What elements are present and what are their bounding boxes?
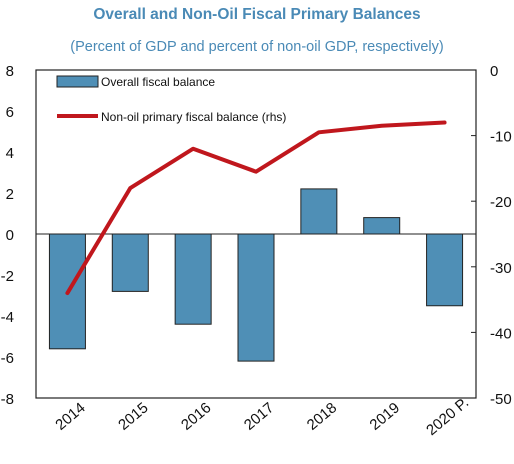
legend: Overall fiscal balance Non-oil primary f… (56, 75, 286, 124)
left-tick-label: -4 (1, 309, 14, 326)
bar-2018 (300, 188, 338, 235)
right-tick-label: -50 (490, 391, 512, 408)
left-tick-label: -2 (1, 268, 14, 285)
bar-2016 (174, 233, 212, 325)
left-tick-label: 6 (6, 104, 14, 121)
left-tick-label: 8 (6, 63, 14, 80)
bar-series (48, 188, 464, 362)
x-tick-label: 2020 P. (423, 394, 472, 439)
bar-2017 (237, 233, 275, 362)
x-tick-label: 2019 (367, 399, 403, 433)
bar-2015 (111, 233, 149, 292)
x-tick-label: 2015 (115, 399, 151, 433)
x-tick-label: 2016 (178, 399, 214, 433)
left-axis: 8 6 4 2 0 -2 -4 -6 -8 (1, 63, 14, 408)
left-tick-label: 4 (6, 145, 14, 162)
x-axis: 2014 2015 2016 2017 2018 2019 2020 P. (52, 394, 472, 439)
right-tick-label: 0 (490, 63, 498, 80)
right-tick-label: -30 (490, 260, 512, 277)
left-tick-label: 2 (6, 186, 14, 203)
line-series (65, 120, 447, 296)
x-tick-label: 2018 (304, 399, 340, 433)
right-tick-label: -40 (490, 325, 512, 342)
legend-line-label: Non-oil primary fiscal balance (rhs) (101, 110, 286, 124)
chart-subtitle: (Percent of GDP and percent of non-oil G… (70, 39, 444, 55)
legend-bar-swatch (56, 75, 99, 88)
right-tick-label: -20 (490, 194, 512, 211)
chart-title: Overall and Non-Oil Fiscal Primary Balan… (93, 6, 421, 23)
bar-2020-P (426, 233, 464, 307)
x-tick-label: 2017 (241, 399, 277, 433)
right-axis: 0 -10 -20 -30 -40 -50 (471, 63, 512, 408)
line-non-oil-primary-balance (65, 120, 447, 296)
left-tick-label: -6 (1, 350, 14, 367)
right-tick-label: -10 (490, 129, 512, 146)
left-tick-label: 0 (6, 227, 14, 244)
bar-2019 (363, 217, 401, 235)
legend-bar-label: Overall fiscal balance (101, 75, 215, 89)
x-tick-label: 2014 (52, 399, 88, 433)
left-tick-label: -8 (1, 391, 14, 408)
